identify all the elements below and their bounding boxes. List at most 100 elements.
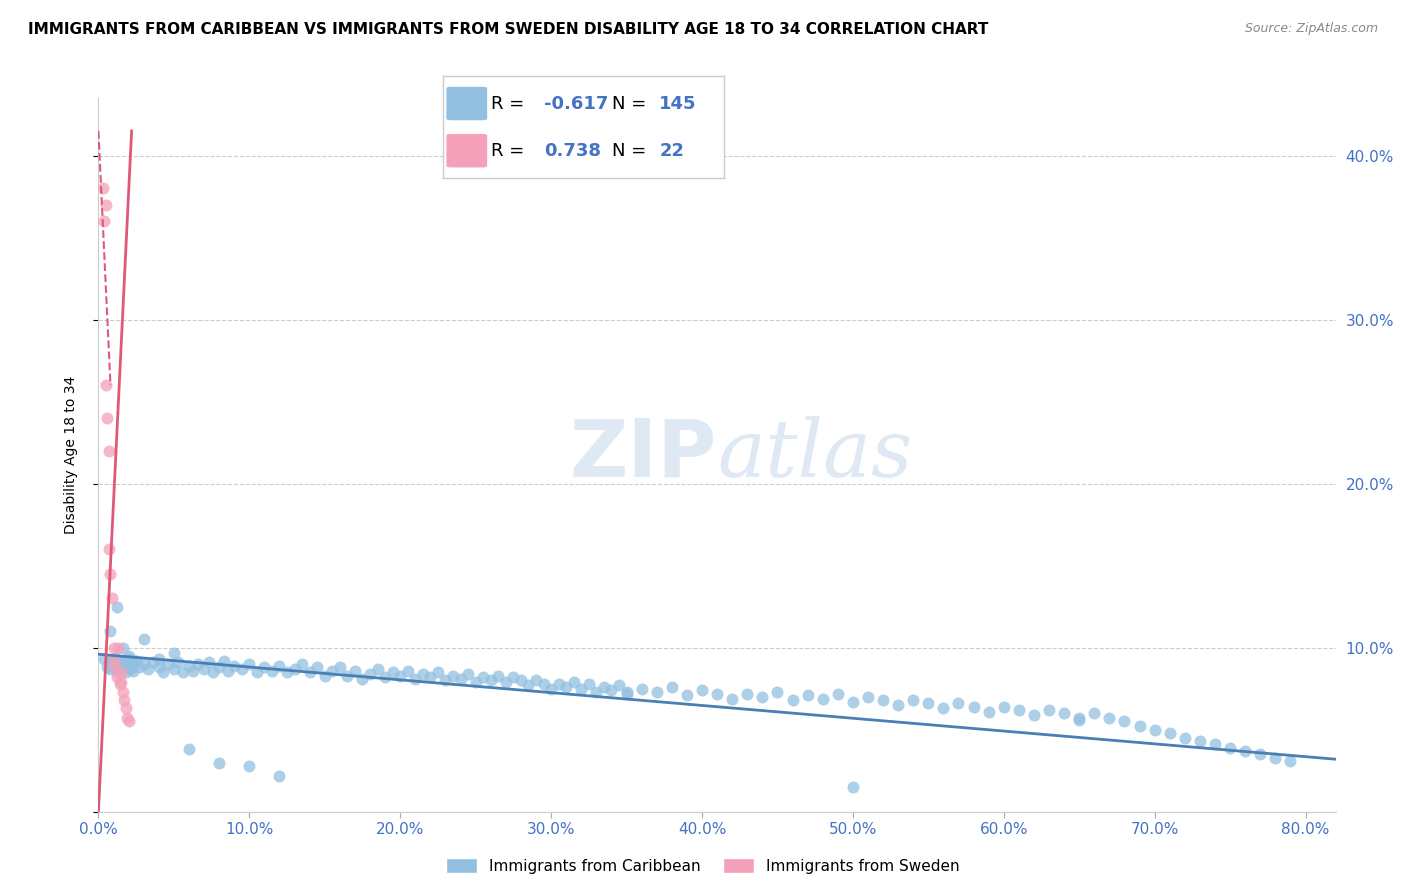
Point	[197, 656, 219, 670]
Point	[569, 681, 592, 696]
Text: 145: 145	[659, 95, 697, 112]
Point	[111, 640, 134, 655]
Point	[100, 662, 122, 676]
Point	[796, 688, 818, 702]
Point	[121, 656, 143, 670]
Point	[100, 624, 122, 639]
Point	[962, 699, 984, 714]
Point	[112, 656, 135, 670]
Point	[948, 697, 970, 711]
Point	[217, 664, 239, 678]
Point	[98, 656, 121, 670]
Y-axis label: Disability Age 18 to 34: Disability Age 18 to 34	[63, 376, 77, 534]
Point	[842, 780, 865, 794]
Point	[93, 214, 115, 228]
Point	[276, 665, 298, 680]
Point	[555, 680, 578, 694]
Point	[100, 566, 122, 581]
Point	[108, 660, 131, 674]
Text: atlas: atlas	[717, 417, 912, 493]
Point	[105, 664, 128, 678]
Point	[562, 675, 585, 690]
Point	[1114, 714, 1136, 729]
Point	[94, 198, 117, 212]
Point	[412, 667, 434, 681]
Point	[329, 660, 352, 674]
Point	[578, 677, 600, 691]
Point	[120, 662, 142, 676]
Point	[177, 742, 200, 756]
Text: ZIP: ZIP	[569, 416, 717, 494]
Point	[208, 660, 231, 674]
Point	[163, 646, 186, 660]
Point	[108, 677, 131, 691]
Point	[91, 181, 114, 195]
Point	[111, 662, 134, 676]
Point	[269, 769, 291, 783]
Point	[464, 675, 486, 690]
Point	[1159, 726, 1181, 740]
Text: Source: ZipAtlas.com: Source: ZipAtlas.com	[1244, 22, 1378, 36]
Point	[136, 662, 159, 676]
Text: 0.738: 0.738	[544, 142, 602, 160]
Point	[585, 685, 607, 699]
Point	[1008, 703, 1031, 717]
Point	[142, 656, 165, 670]
Point	[993, 699, 1015, 714]
Point	[93, 652, 115, 666]
Point	[540, 681, 562, 696]
Point	[336, 668, 359, 682]
Point	[104, 650, 127, 665]
Point	[547, 677, 569, 691]
Point	[103, 640, 125, 655]
Point	[676, 688, 699, 702]
Point	[1188, 734, 1211, 748]
Point	[690, 683, 713, 698]
Point	[224, 658, 246, 673]
Point	[167, 656, 190, 670]
Point	[117, 648, 139, 663]
Point	[1249, 747, 1271, 762]
Point	[533, 677, 555, 691]
Point	[117, 652, 139, 666]
Point	[117, 714, 139, 729]
Point	[1069, 711, 1091, 725]
Point	[1098, 711, 1121, 725]
Point	[630, 681, 652, 696]
Point	[352, 672, 374, 686]
Point	[111, 685, 134, 699]
Point	[156, 657, 179, 671]
Point	[1234, 744, 1257, 758]
Point	[343, 664, 366, 678]
Point	[246, 665, 269, 680]
Point	[872, 693, 894, 707]
Point	[766, 685, 789, 699]
Point	[1279, 754, 1302, 768]
Point	[1143, 723, 1166, 737]
Point	[1038, 703, 1060, 717]
Point	[600, 683, 623, 698]
Point	[1219, 740, 1241, 755]
Point	[1204, 738, 1226, 752]
Point	[524, 673, 547, 688]
Point	[269, 658, 291, 673]
Point	[1069, 713, 1091, 727]
Point	[903, 693, 925, 707]
Text: N =: N =	[612, 95, 645, 112]
Point	[1053, 706, 1076, 721]
Point	[751, 690, 773, 704]
Point	[479, 673, 502, 688]
Point	[125, 654, 148, 668]
Point	[122, 664, 145, 678]
Point	[645, 685, 668, 699]
Point	[593, 680, 616, 694]
Point	[782, 693, 804, 707]
Point	[104, 660, 127, 674]
Point	[107, 640, 129, 655]
Point	[426, 665, 449, 680]
Point	[842, 695, 865, 709]
Point	[419, 670, 441, 684]
Point	[457, 667, 479, 681]
Point	[1022, 707, 1045, 722]
Point	[517, 678, 540, 692]
